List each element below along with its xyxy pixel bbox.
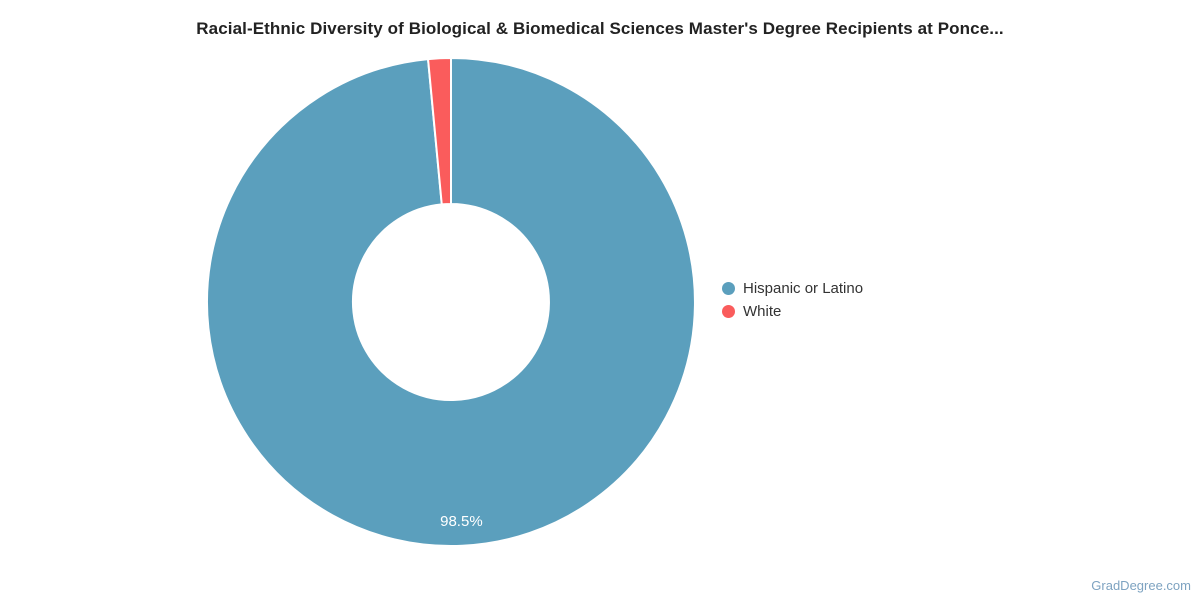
chart-legend: Hispanic or Latino White: [722, 280, 863, 320]
legend-label: Hispanic or Latino: [743, 280, 864, 297]
legend-item-white[interactable]: White: [722, 303, 863, 320]
legend-marker-icon: [722, 305, 735, 318]
slice-value-label: 98.5%: [440, 513, 483, 530]
legend-item-hispanic-or-latino[interactable]: Hispanic or Latino: [722, 280, 863, 297]
watermark-link[interactable]: GradDegree.com: [1091, 578, 1191, 593]
pie-slice-hispanic-or-latino[interactable]: [205, 57, 696, 547]
legend-label: White: [743, 303, 782, 320]
legend-marker-icon: [722, 282, 735, 295]
pie-slice-white[interactable]: [427, 56, 452, 206]
chart-title: Racial-Ethnic Diversity of Biological & …: [196, 19, 1004, 38]
